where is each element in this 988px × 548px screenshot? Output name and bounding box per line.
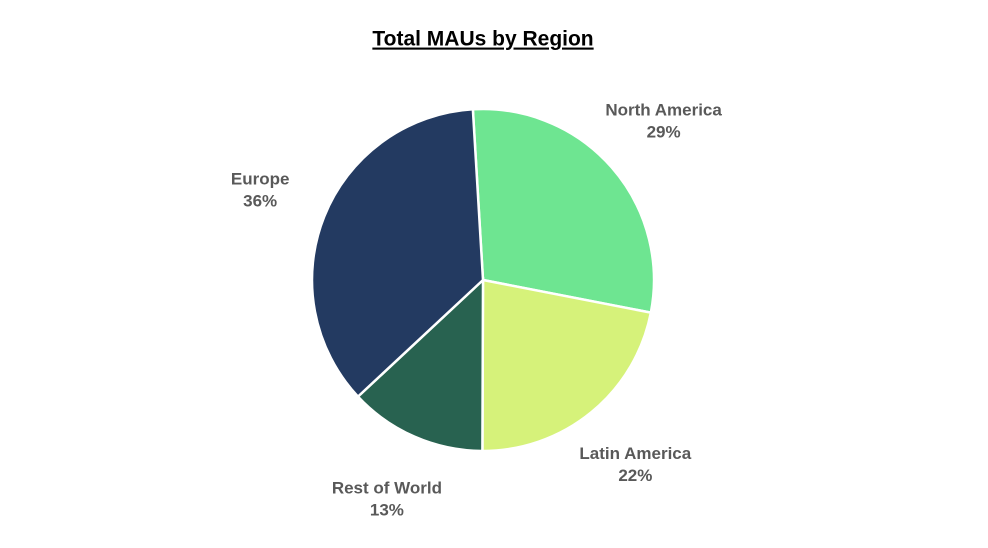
- pie-slice: [356, 277, 485, 453]
- slice-value-label: 22%: [618, 466, 652, 485]
- slice-label: North America: [605, 100, 722, 119]
- pie-slice: [310, 107, 485, 399]
- slice-value-label: 13%: [370, 500, 404, 519]
- slice-label: Latin America: [579, 444, 691, 463]
- slice-value-label: 29%: [647, 122, 681, 141]
- slice-label: Rest of World: [332, 478, 442, 497]
- slice-label: Europe: [231, 169, 290, 188]
- pie-slice: [471, 107, 656, 315]
- slice-value-label: 36%: [243, 191, 277, 210]
- pie-slice: [481, 278, 653, 453]
- chart-title: Total MAUs by Region: [372, 28, 593, 51]
